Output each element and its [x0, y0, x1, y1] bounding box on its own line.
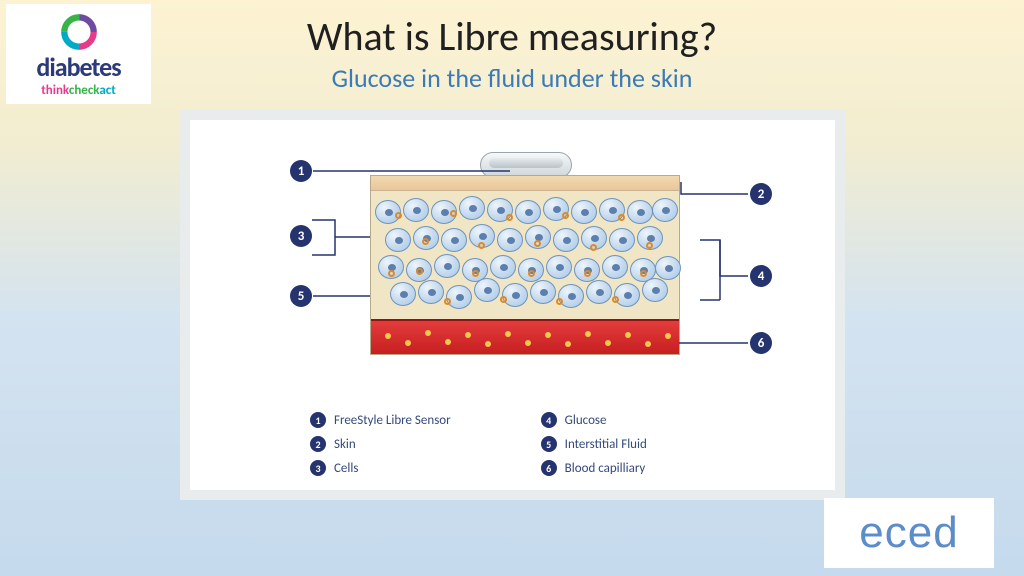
legend-num: 2: [310, 436, 326, 452]
legend: 1 FreeStyle Libre Sensor 2 Skin 3 Cells 4 Gluc…: [310, 412, 647, 476]
legend-num: 3: [310, 460, 326, 476]
legend-col-1: 1 FreeStyle Libre Sensor 2 Skin 3 Cells: [310, 412, 451, 476]
slide-subtitle: Glucose in the fluid under the skin: [0, 62, 1024, 94]
eced-logo: eced: [824, 498, 994, 568]
legend-item-1: 1 FreeStyle Libre Sensor: [310, 412, 451, 428]
legend-item-2: 2 Skin: [310, 436, 451, 452]
diagram-frame: 1 2 3 4 5 6 1 FreeStyle Libre Sensor 2 Skin 3 Cell…: [180, 110, 845, 500]
legend-label: Cells: [334, 461, 358, 476]
legend-num: 5: [541, 436, 557, 452]
callout-badge-1: 1: [290, 160, 312, 182]
legend-col-2: 4 Glucose 5 Interstitial Fluid 6 Blood capill…: [541, 412, 647, 476]
callout-badge-6: 6: [750, 332, 772, 354]
legend-item-4: 4 Glucose: [541, 412, 647, 428]
callout-badge-4: 4: [750, 265, 772, 287]
diagram: 1 2 3 4 5 6 1 FreeStyle Libre Sensor 2 Skin 3 Cell…: [190, 120, 835, 490]
legend-label: Skin: [334, 437, 356, 452]
legend-num: 1: [310, 412, 326, 428]
slide: diabetes thinkcheckact What is Libre mea…: [0, 0, 1024, 576]
legend-num: 6: [541, 460, 557, 476]
callout-badge-2: 2: [750, 183, 772, 205]
slide-title: What is Libre measuring?: [0, 12, 1024, 61]
legend-label: Glucose: [565, 413, 607, 428]
legend-label: FreeStyle Libre Sensor: [334, 413, 451, 428]
legend-label: Interstitial Fluid: [565, 437, 647, 452]
legend-item-6: 6 Blood capilliary: [541, 460, 647, 476]
callout-badge-3: 3: [290, 225, 312, 247]
legend-label: Blood capilliary: [565, 461, 646, 476]
callout-badge-5: 5: [290, 285, 312, 307]
legend-item-3: 3 Cells: [310, 460, 451, 476]
legend-item-5: 5 Interstitial Fluid: [541, 436, 647, 452]
legend-num: 4: [541, 412, 557, 428]
